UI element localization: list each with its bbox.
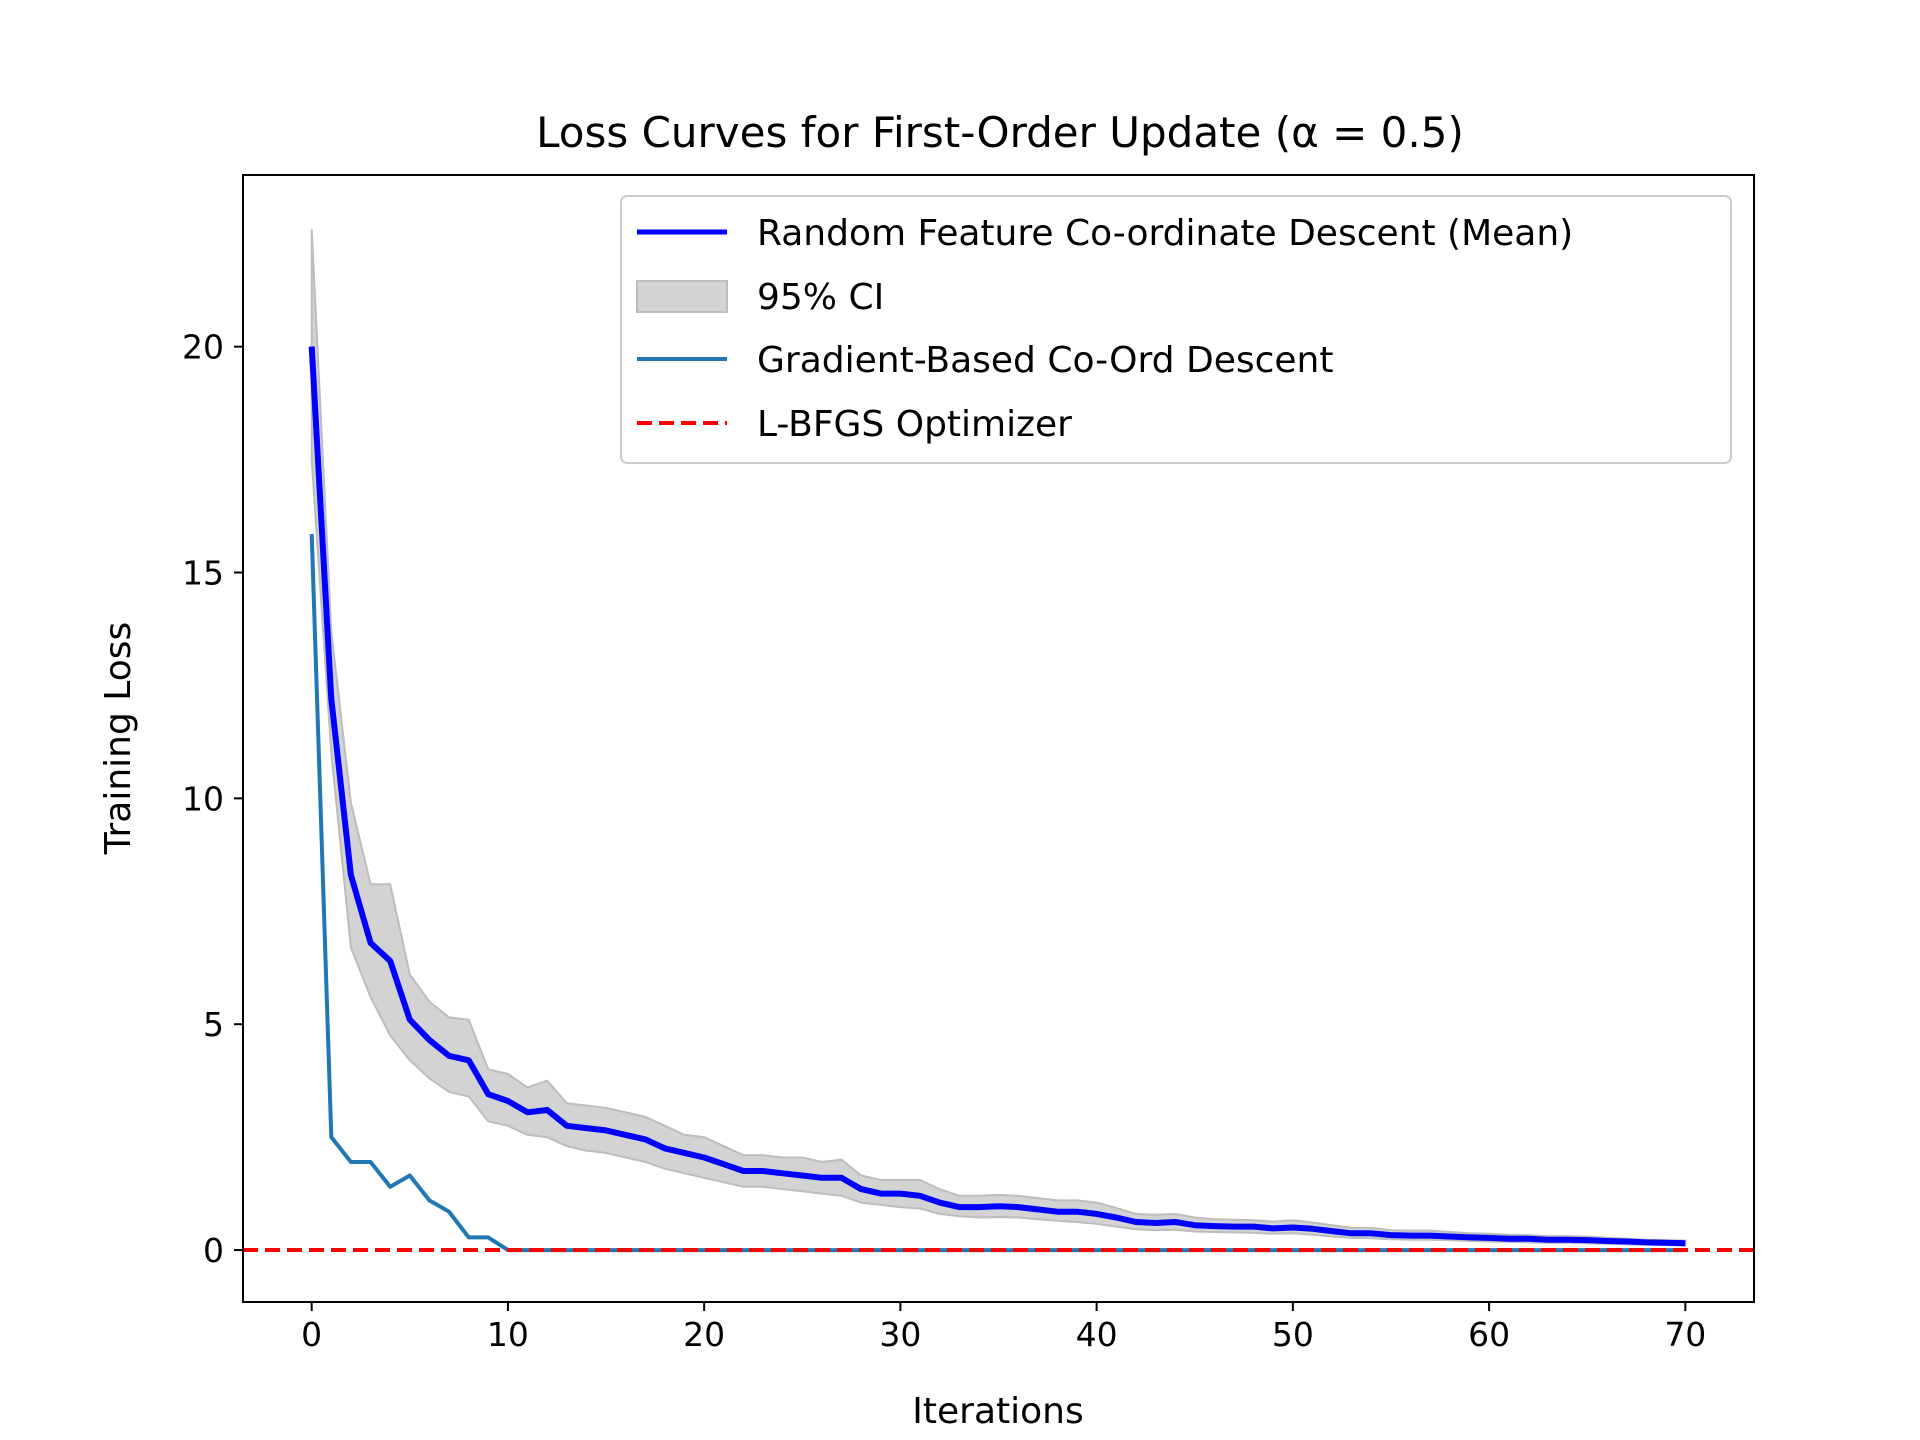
x-axis: 0 10 20 30 40 50 60 70 xyxy=(301,1302,1706,1354)
x-tick-label: 50 xyxy=(1272,1315,1314,1354)
legend-label-lbfgs: L-BFGS Optimizer xyxy=(757,404,1072,445)
mean-line xyxy=(308,346,1686,1247)
y-tick-label: 10 xyxy=(182,779,224,818)
x-tick-label: 60 xyxy=(1468,1315,1510,1354)
x-tick-label: 20 xyxy=(683,1315,725,1354)
x-tick-label: 30 xyxy=(879,1315,921,1354)
legend-box xyxy=(620,195,1732,464)
y-tick-label: 0 xyxy=(203,1231,224,1270)
y-axis: 0 5 10 15 20 xyxy=(182,328,243,1270)
legend-label-mean: Random Feature Co-ordinate Descent (Mean… xyxy=(757,213,1573,254)
legend-label-ci: 95% CI xyxy=(757,277,884,318)
chart-title: Loss Curves for First-Order Update (α = … xyxy=(536,108,1464,157)
x-tick-label: 70 xyxy=(1664,1315,1706,1354)
x-tick-label: 10 xyxy=(487,1315,529,1354)
legend: Random Feature Co-ordinate Descent (Mean… xyxy=(620,195,1732,464)
legend-label-gradient: Gradient-Based Co-Ord Descent xyxy=(757,340,1333,381)
legend-swatch-ci xyxy=(636,280,728,313)
data-layer xyxy=(243,229,1754,1253)
ci-band xyxy=(310,229,1687,1247)
y-tick-label: 20 xyxy=(182,328,224,367)
plot-frame xyxy=(242,174,1755,1303)
y-axis-label: Training Loss xyxy=(98,622,139,855)
y-tick-label: 15 xyxy=(182,553,224,592)
y-tick-label: 5 xyxy=(203,1005,224,1044)
x-tick-label: 40 xyxy=(1076,1315,1118,1354)
x-axis-label: Iterations xyxy=(912,1391,1083,1432)
plot-area xyxy=(242,174,1755,1303)
x-tick-label: 0 xyxy=(301,1315,322,1354)
